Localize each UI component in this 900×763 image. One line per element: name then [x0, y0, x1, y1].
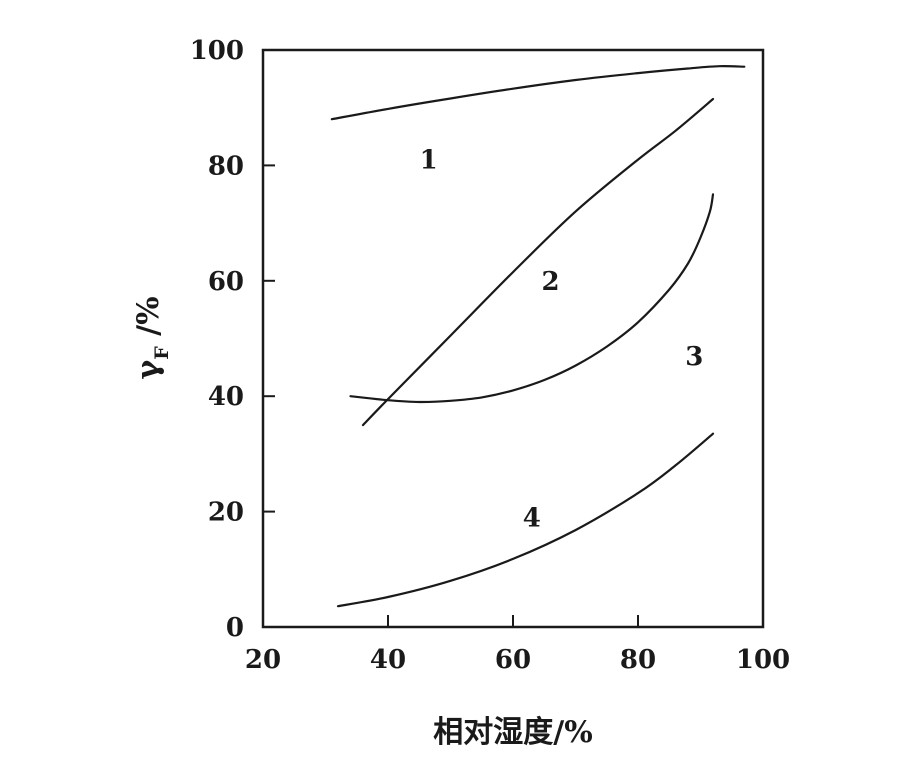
- y-axis-ticks: 0 20 40 60 80 100: [190, 36, 275, 643]
- y-tick-label: 20: [208, 498, 244, 528]
- y-tick-label: 40: [208, 382, 244, 412]
- y-axis-title-main: γ: [131, 360, 166, 380]
- series-label-layer: 1 2 3 4: [420, 146, 704, 534]
- y-tick-label: 100: [190, 36, 244, 66]
- series-line-4: [336, 432, 715, 608]
- y-axis-title-subscript: F: [151, 346, 173, 360]
- y-axis-title-unit: /%: [131, 296, 166, 346]
- y-tick-label: 0: [226, 613, 244, 643]
- series-line-2: [361, 97, 715, 427]
- series-line-1: [330, 65, 746, 121]
- x-tick-label: 60: [495, 645, 531, 675]
- x-axis-title: 相对湿度/%: [433, 715, 592, 750]
- x-tick-label: 40: [370, 645, 406, 675]
- series-label-3: 3: [685, 342, 703, 372]
- x-axis-ticks: 20 40 60 80 100: [245, 615, 790, 675]
- x-tick-label: 80: [620, 645, 656, 675]
- y-tick-label: 60: [208, 267, 244, 297]
- series-line-3: [349, 193, 715, 404]
- series-label-2: 2: [541, 267, 559, 297]
- series-label-4: 4: [523, 503, 541, 533]
- series-layer: [330, 65, 746, 608]
- series-label-1: 1: [420, 146, 438, 176]
- plot-frame: [261, 48, 765, 629]
- x-tick-label: 100: [736, 645, 790, 675]
- x-tick-label: 20: [245, 645, 281, 675]
- y-tick-label: 80: [208, 151, 244, 181]
- y-axis-title: γF /%: [131, 296, 173, 379]
